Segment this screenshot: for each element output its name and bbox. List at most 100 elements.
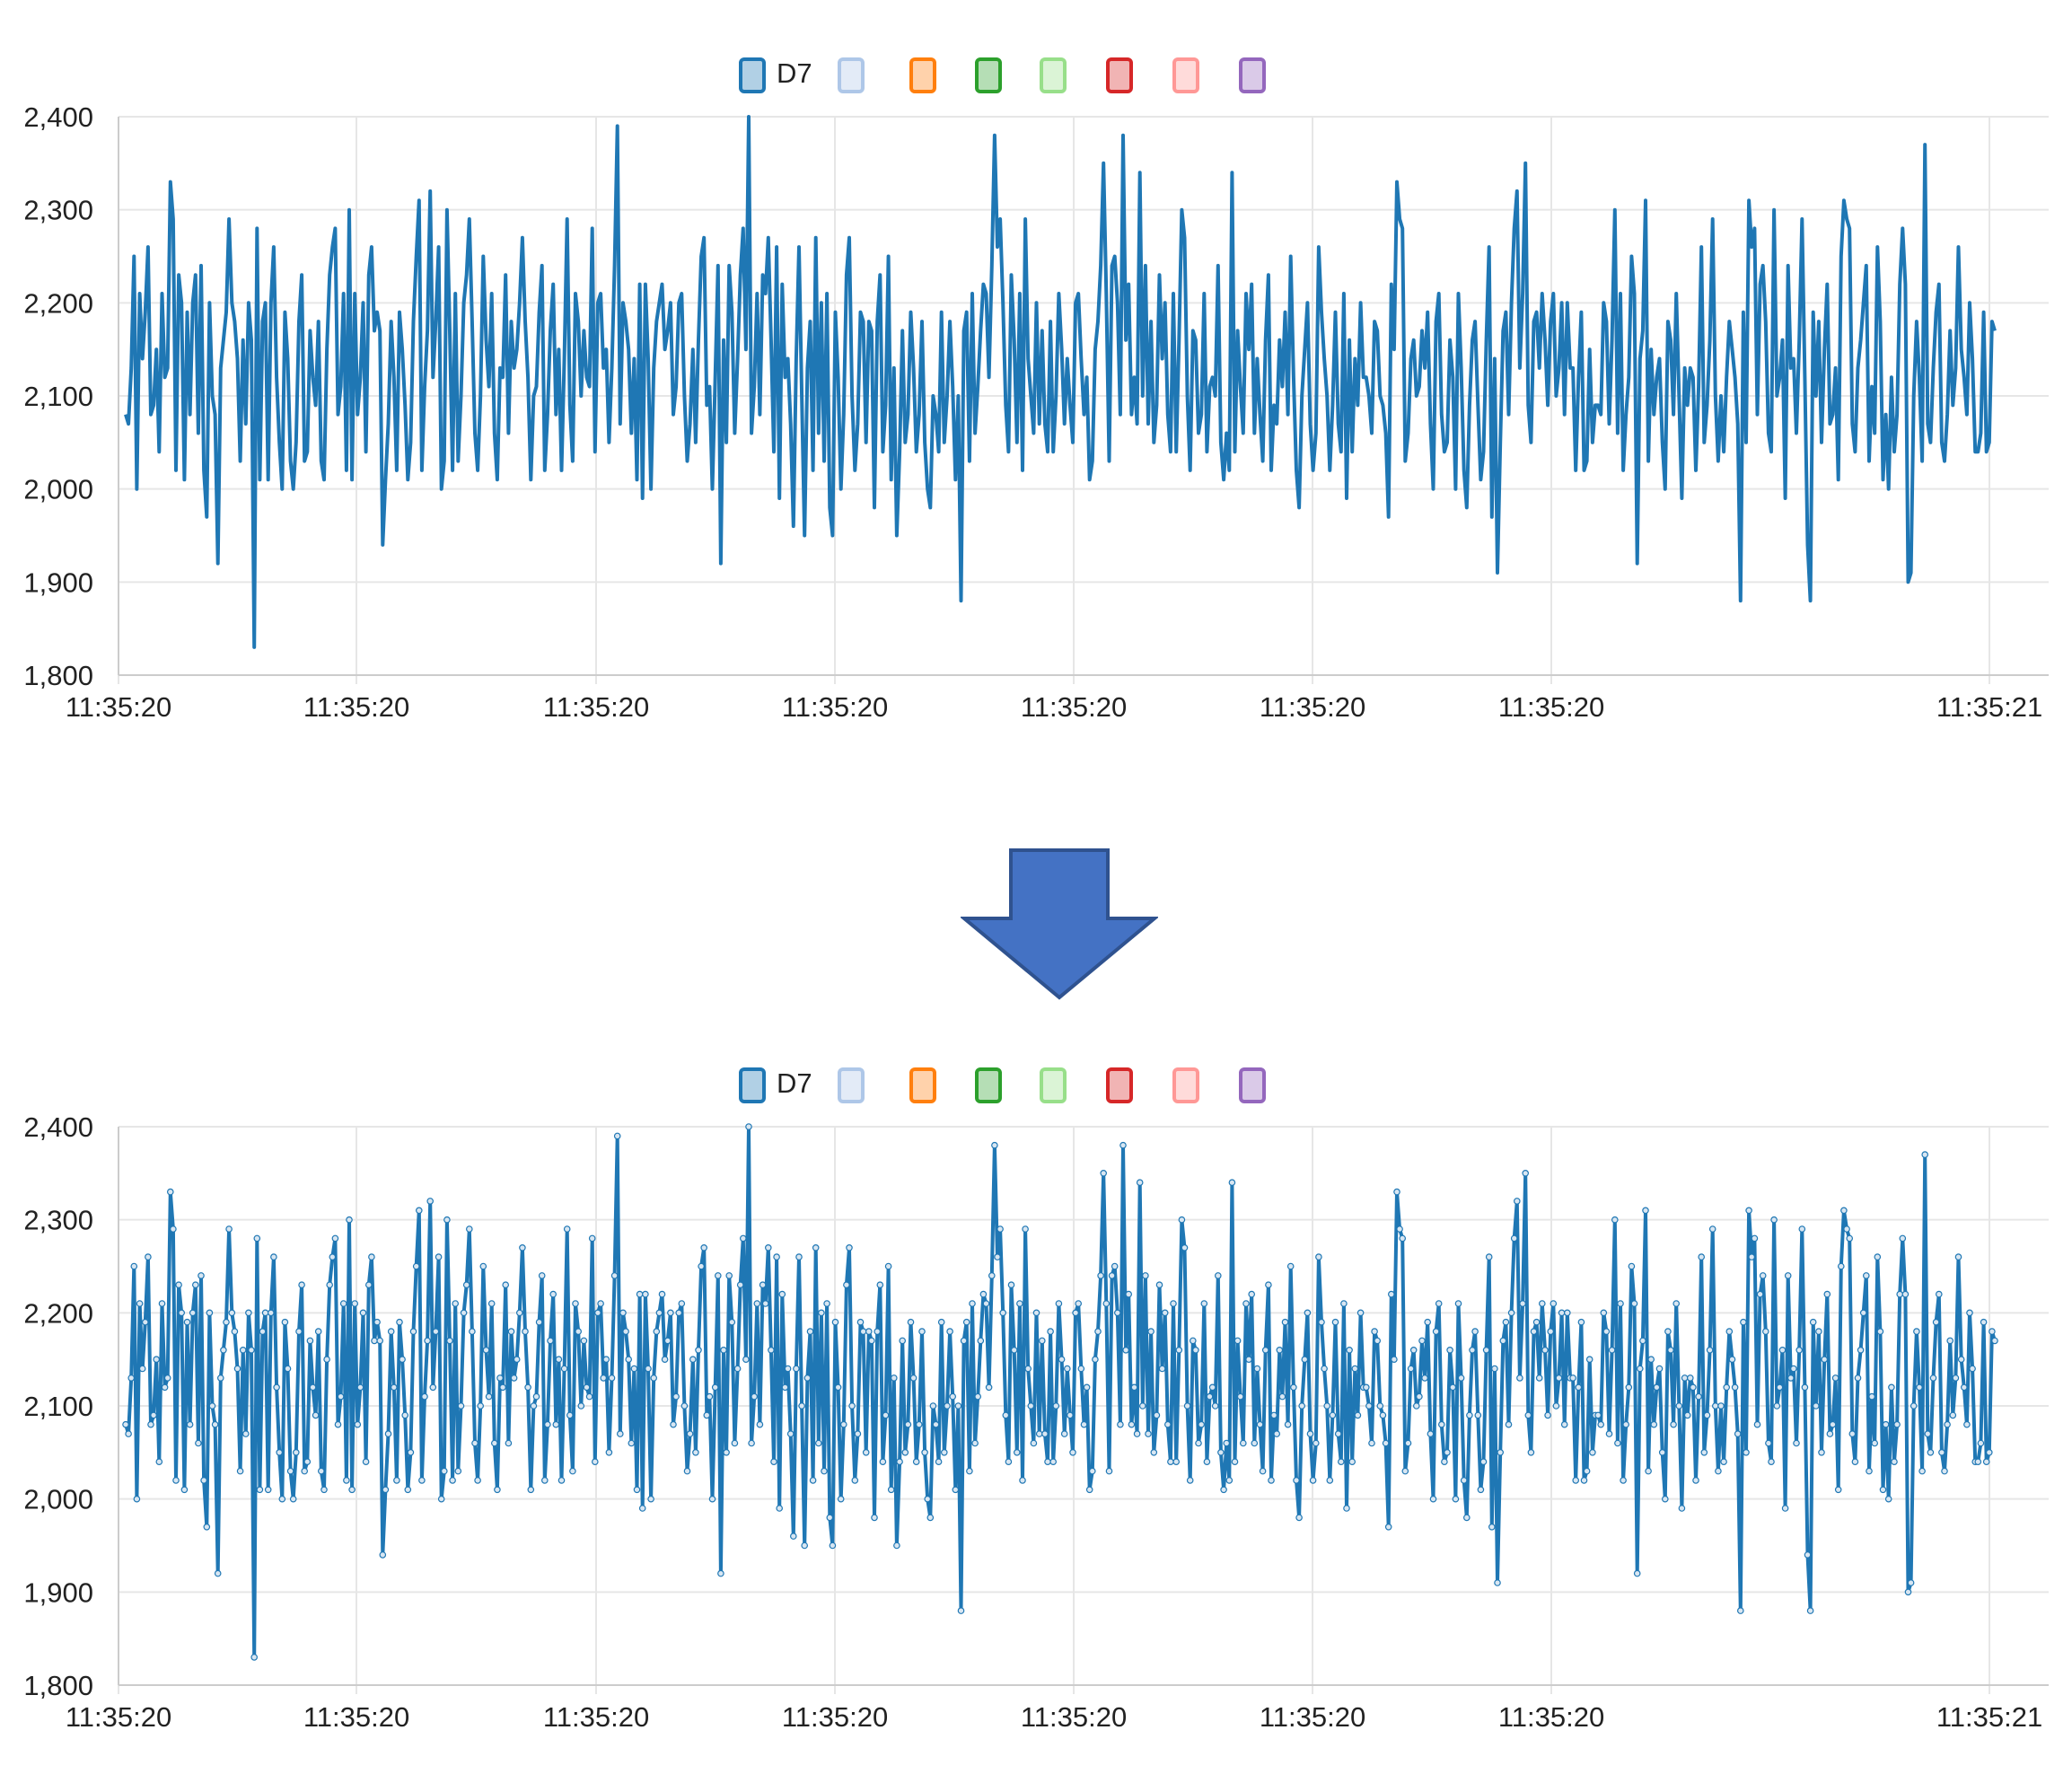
top-y-tick-label: 2,100 — [23, 381, 93, 412]
bottom-data-point — [1027, 1402, 1035, 1410]
bottom-data-point — [1884, 1495, 1892, 1503]
bottom-data-point — [1273, 1430, 1281, 1437]
bottom-data-point — [678, 1300, 686, 1307]
top-x-tick-label: 11:35:20 — [66, 691, 171, 723]
bottom-data-point — [1692, 1477, 1699, 1484]
bottom-data-point — [1831, 1374, 1839, 1382]
bottom-data-point — [175, 1281, 182, 1289]
bottom-data-point — [1673, 1300, 1681, 1307]
bottom-data-point — [138, 1365, 146, 1373]
bottom-data-point — [1150, 1448, 1158, 1456]
bottom-data-point — [949, 1392, 957, 1401]
bottom-data-point — [1485, 1253, 1493, 1260]
bottom-data-point — [1778, 1346, 1787, 1354]
bottom-data-point — [912, 1458, 920, 1466]
bottom-data-point — [1712, 1402, 1719, 1410]
bottom-data-point — [1460, 1477, 1468, 1484]
bottom-data-point — [1614, 1439, 1621, 1447]
bottom-data-point — [1575, 1383, 1583, 1392]
bottom-data-point — [1639, 1337, 1646, 1345]
bottom-data-point — [1982, 1458, 1990, 1466]
bottom-data-point — [1010, 1346, 1018, 1354]
bottom-data-point — [1927, 1448, 1935, 1456]
bottom-data-point — [1136, 1179, 1144, 1187]
bottom-data-point — [1577, 1318, 1585, 1326]
bottom-series-points — [122, 1123, 1998, 1661]
bottom-data-point — [602, 1356, 610, 1364]
bottom-data-point — [846, 1244, 853, 1251]
bottom-data-point — [1961, 1383, 1968, 1392]
bottom-data-point — [1085, 1486, 1093, 1494]
bottom-data-point — [122, 1420, 129, 1428]
bottom-legend-swatch — [1239, 1067, 1266, 1103]
bottom-data-point — [1393, 1188, 1400, 1196]
bottom-data-point — [1826, 1430, 1834, 1437]
bottom-data-point — [1208, 1383, 1216, 1392]
bottom-data-point — [1882, 1420, 1890, 1428]
bottom-data-point — [1220, 1486, 1227, 1494]
bottom-data-point — [821, 1467, 828, 1475]
bottom-data-point — [1602, 1328, 1611, 1335]
bottom-data-point — [552, 1420, 560, 1428]
bottom-data-point — [267, 1309, 275, 1317]
bottom-data-point — [1851, 1458, 1859, 1466]
bottom-data-point — [753, 1300, 761, 1307]
bottom-data-point — [1859, 1309, 1867, 1317]
bottom-data-point — [966, 1467, 973, 1475]
bottom-data-point — [672, 1392, 680, 1401]
bottom-data-point — [667, 1309, 674, 1317]
bottom-data-point — [1580, 1477, 1588, 1484]
bottom-data-point — [409, 1328, 417, 1335]
bottom-data-point — [125, 1430, 132, 1437]
bottom-x-tick-label: 11:35:20 — [1021, 1701, 1127, 1733]
top-legend-swatch — [1040, 57, 1067, 93]
bottom-data-point — [1499, 1337, 1507, 1345]
bottom-data-point — [1301, 1356, 1309, 1364]
bottom-data-point — [1306, 1430, 1314, 1437]
bottom-data-point — [1164, 1420, 1172, 1428]
bottom-data-point — [575, 1328, 583, 1335]
bottom-data-point — [429, 1383, 437, 1392]
bottom-data-point — [220, 1346, 227, 1354]
bottom-data-point — [393, 1477, 400, 1484]
bottom-data-point — [1354, 1411, 1362, 1419]
bottom-data-point — [608, 1374, 616, 1382]
bottom-data-point — [390, 1383, 398, 1392]
bottom-data-point — [1818, 1448, 1825, 1456]
bottom-data-point — [1708, 1225, 1716, 1233]
bottom-data-point — [1041, 1430, 1049, 1437]
top-legend-swatch — [909, 57, 936, 93]
bottom-data-point — [136, 1300, 144, 1307]
bottom-x-tick-label: 11:35:20 — [782, 1701, 888, 1733]
bottom-x-tick-label: 11:35:20 — [1498, 1701, 1604, 1733]
bottom-data-point — [1170, 1300, 1177, 1307]
bottom-data-point — [469, 1328, 476, 1335]
bottom-data-point — [1868, 1392, 1875, 1401]
bottom-data-point — [1284, 1420, 1292, 1428]
bottom-data-point — [1745, 1207, 1752, 1215]
bottom-data-point — [309, 1383, 317, 1392]
bottom-data-point — [812, 1244, 820, 1251]
bottom-data-point — [1147, 1328, 1155, 1335]
bottom-data-point — [1737, 1607, 1744, 1614]
bottom-data-point — [929, 1402, 937, 1410]
bottom-data-point — [1401, 1467, 1409, 1475]
bottom-data-point — [384, 1430, 392, 1437]
bottom-data-point — [1049, 1458, 1058, 1466]
bottom-data-point — [795, 1253, 803, 1260]
bottom-data-point — [1963, 1420, 1971, 1428]
bottom-data-point — [1734, 1430, 1742, 1437]
bottom-data-point — [1896, 1290, 1904, 1298]
bottom-data-point — [462, 1281, 470, 1289]
bottom-data-point — [1334, 1430, 1342, 1437]
bottom-data-point — [1765, 1439, 1772, 1447]
bottom-data-point — [432, 1328, 440, 1335]
top-legend-swatch — [1172, 57, 1199, 93]
bottom-data-point — [1114, 1309, 1121, 1317]
bottom-data-point — [248, 1346, 255, 1354]
bottom-data-point — [1871, 1439, 1879, 1447]
bottom-data-point — [1039, 1337, 1046, 1345]
bottom-data-point — [1916, 1383, 1923, 1392]
bottom-data-point — [195, 1439, 202, 1447]
bottom-data-point — [1731, 1383, 1739, 1392]
